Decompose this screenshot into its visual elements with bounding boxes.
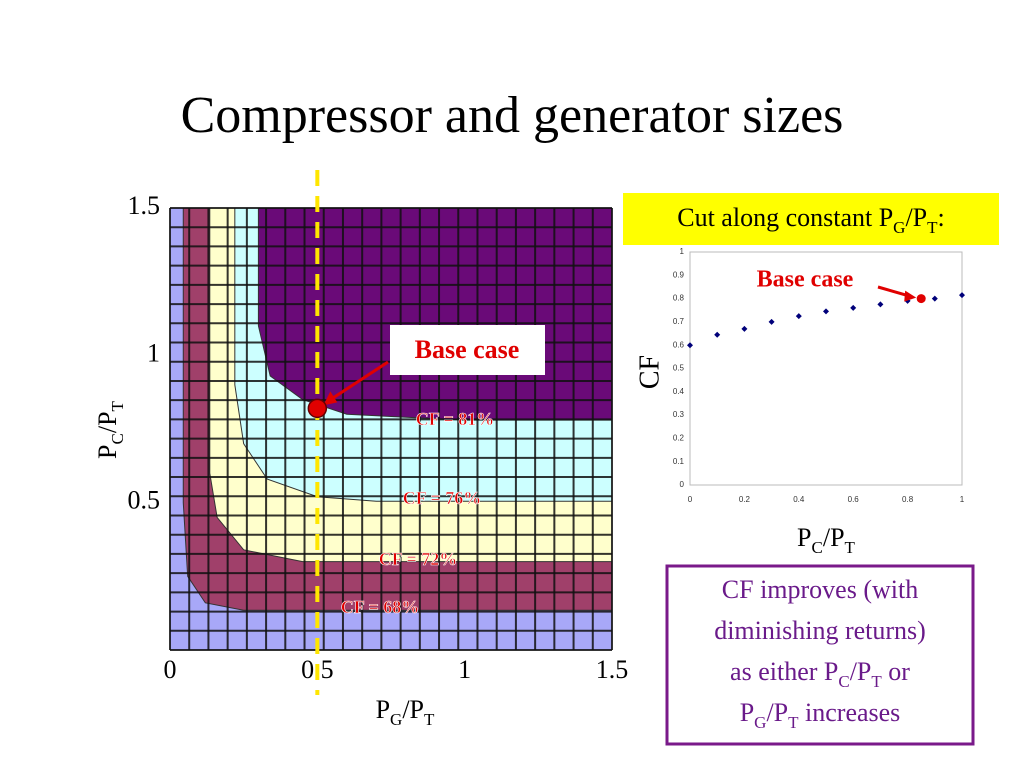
text-segment: T: [927, 218, 938, 237]
slide-title: Compressor and generator sizes: [181, 87, 844, 144]
contour-label: CF = 76%: [403, 488, 482, 508]
text-segment: /P: [766, 698, 788, 727]
x-tick-label: 0: [164, 655, 177, 684]
data-point: [795, 313, 802, 320]
arrow-head: [323, 391, 338, 406]
data-point: [768, 318, 775, 325]
text-segment: CF improves (with: [722, 575, 918, 604]
text-segment: diminishing returns): [714, 616, 926, 645]
data-point: [687, 342, 693, 349]
text-segment: C: [838, 672, 849, 691]
y-axis-label: PC/PT: [93, 400, 127, 459]
text-segment: T: [845, 538, 856, 557]
callout-label: Base case: [415, 335, 520, 364]
contour-line: [209, 208, 612, 563]
text-segment: P: [93, 444, 122, 458]
y-axis-label: CF: [634, 355, 665, 389]
data-point: [823, 308, 829, 315]
text-segment: or: [882, 657, 911, 686]
y-tick-label: 0.3: [673, 410, 685, 419]
y-tick-label: 1: [147, 338, 160, 367]
text-segment: C: [108, 433, 127, 444]
arrow-head: [904, 290, 917, 302]
y-tick-label: 0.5: [128, 486, 161, 515]
text-segment: G: [754, 713, 766, 732]
x-axis-label: PG/PT: [376, 695, 435, 729]
text-segment: increases: [799, 698, 901, 727]
text-segment: /P: [402, 695, 424, 724]
text-segment: Cut along constant P: [677, 203, 893, 232]
text-segment: /P: [905, 203, 927, 232]
callout-label: Base case: [757, 267, 854, 293]
text-segment: /P: [850, 657, 872, 686]
data-point: [959, 292, 965, 299]
x-tick-label: 0: [688, 495, 693, 504]
y-tick-label: 0.2: [673, 434, 685, 443]
text-segment: C: [812, 538, 823, 557]
y-tick-label: 0.5: [673, 364, 685, 373]
x-tick-label: 1: [458, 655, 471, 684]
base-case-point: [916, 294, 926, 304]
text-segment: G: [390, 710, 402, 729]
contour-label: CF = 81%: [416, 409, 495, 429]
contour-region: [258, 208, 612, 421]
data-point: [877, 301, 884, 308]
text-segment: T: [788, 713, 799, 732]
data-point: [850, 304, 857, 311]
x-tick-label: 0.6: [848, 495, 860, 504]
text-segment: /P: [823, 523, 845, 552]
text-segment: as either P: [730, 657, 838, 686]
x-axis-label: PC/PT: [797, 523, 856, 557]
x-tick-label: 0.8: [902, 495, 914, 504]
contour-label: CF = 68%: [341, 597, 420, 617]
x-tick-label: 0.4: [793, 495, 805, 504]
y-tick-label: 0.7: [673, 317, 685, 326]
note-line: CF improves (with: [722, 575, 918, 604]
x-tick-label: 1.5: [596, 655, 629, 684]
y-tick-label: 0.8: [673, 294, 685, 303]
data-point: [741, 325, 748, 332]
title-box: [623, 193, 999, 245]
y-tick-label: 0.6: [673, 340, 685, 349]
text-segment: T: [424, 710, 435, 729]
note-line: PG/PT increases: [740, 698, 901, 732]
y-tick-label: 1: [680, 247, 685, 256]
text-segment: :: [938, 203, 945, 232]
y-tick-label: 0: [680, 480, 685, 489]
note-line: as either PC/PT or: [730, 657, 910, 691]
text-segment: T: [871, 672, 882, 691]
x-tick-label: 0.2: [739, 495, 751, 504]
inset-title: Cut along constant PG/PT:: [677, 203, 945, 237]
contour-line: [234, 208, 612, 502]
y-tick-label: 0.1: [673, 457, 685, 466]
text-segment: P: [740, 698, 754, 727]
text-segment: T: [108, 400, 127, 411]
data-point: [714, 331, 721, 338]
contour-label: CF = 72%: [379, 549, 458, 569]
inset-frame: [689, 251, 963, 486]
note-box: [665, 564, 975, 746]
callout-arrow: [328, 360, 389, 402]
y-tick-label: 0.4: [673, 387, 685, 396]
callout-box: [390, 325, 545, 375]
data-point: [931, 295, 938, 302]
text-segment: /P: [93, 411, 122, 433]
note-line: diminishing returns): [714, 616, 926, 645]
y-tick-label: 0.9: [673, 270, 685, 279]
text-segment: P: [376, 695, 390, 724]
text-segment: G: [893, 218, 905, 237]
y-tick-label: 1.5: [128, 191, 161, 220]
x-tick-label: 1: [960, 495, 965, 504]
base-case-point: [307, 398, 328, 419]
text-segment: P: [797, 523, 811, 552]
